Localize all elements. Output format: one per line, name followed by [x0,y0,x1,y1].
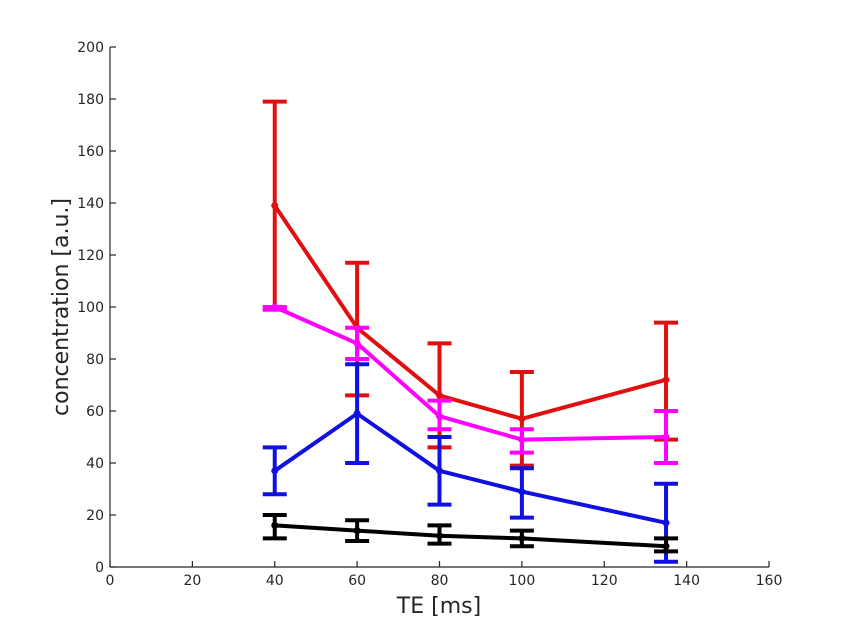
series-line [272,411,669,525]
data-point [518,415,526,423]
x-tick-label: 0 [106,573,115,589]
x-tick-label: 60 [348,573,366,589]
series-3 [262,513,679,554]
x-tick-label: 20 [183,573,201,589]
y-tick-label: 140 [77,196,104,212]
y-tick-label: 100 [77,300,104,316]
data-point [353,339,361,347]
data-point [662,519,670,527]
data-point [662,376,670,384]
y-axis-title: concentration [a.u.] [49,198,74,416]
data-point [518,534,526,542]
y-tick-label: 200 [77,40,104,56]
y-tick-label: 160 [77,144,104,160]
series-2 [262,362,679,564]
plot-marks [262,99,679,564]
x-tick-label: 120 [591,573,618,589]
data-point [436,391,443,399]
series-line [272,305,669,442]
data-point [518,488,526,496]
data-point [353,410,361,418]
series-line [272,523,669,549]
x-tick-label: 80 [431,573,449,589]
y-tick-label: 180 [77,92,104,108]
y-ticks: 0 20 40 60 80 100 120 140 160 180 200 [77,40,116,576]
x-tick-label: 100 [509,573,536,589]
series-line [272,203,669,421]
x-tick-label: 140 [673,573,700,589]
y-tick-label: 0 [95,560,104,576]
y-tick-label: 20 [86,508,104,524]
y-tick-label: 40 [86,456,104,472]
data-point [436,467,443,475]
x-tick-label: 40 [266,573,284,589]
series-1 [262,303,679,465]
data-point [662,433,670,441]
data-point [353,527,361,535]
data-point [436,532,443,540]
data-point [518,436,526,444]
data-point [271,202,279,210]
series-0 [262,99,679,468]
data-point [271,303,279,311]
y-tick-label: 120 [77,248,104,264]
data-point [271,521,279,529]
data-point [436,412,443,420]
data-point [271,467,279,475]
y-tick-label: 60 [86,404,104,420]
data-point [662,542,670,550]
x-axis-title: TE [ms] [396,594,481,619]
y-tick-label: 80 [86,352,104,368]
x-tick-label: 160 [756,573,783,589]
x-ticks: 0 20 40 60 80 100 120 140 160 [106,561,783,589]
